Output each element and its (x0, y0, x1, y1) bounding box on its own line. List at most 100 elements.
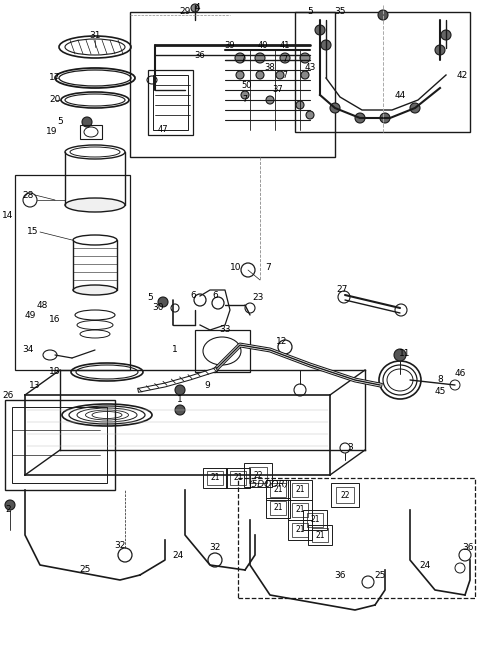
Ellipse shape (65, 198, 125, 212)
Text: 20: 20 (49, 96, 60, 104)
Text: 7: 7 (242, 96, 247, 104)
Bar (307, 513, 323, 527)
Text: 36: 36 (194, 51, 205, 60)
Bar (336, 487, 354, 503)
Text: 2: 2 (5, 506, 11, 514)
Text: 42: 42 (456, 70, 468, 79)
Text: 21: 21 (210, 474, 220, 483)
Bar (244, 463, 272, 487)
Text: 21: 21 (273, 485, 283, 495)
Circle shape (175, 385, 185, 395)
Bar (238, 478, 475, 598)
Bar (226, 468, 250, 488)
Bar (303, 510, 327, 530)
Bar (292, 483, 308, 497)
Text: 17: 17 (49, 73, 61, 83)
Circle shape (255, 53, 265, 63)
Text: 6: 6 (212, 291, 218, 300)
Bar (312, 528, 328, 542)
Text: 15: 15 (27, 228, 39, 237)
Bar (230, 471, 246, 485)
Text: 22: 22 (340, 491, 350, 499)
Circle shape (208, 553, 222, 567)
Text: 3: 3 (347, 443, 353, 453)
Circle shape (435, 45, 445, 55)
Text: 27: 27 (336, 285, 348, 295)
Bar (5, 400, 115, 490)
Text: 7: 7 (265, 264, 271, 272)
Bar (308, 525, 332, 545)
Bar (207, 471, 223, 485)
Text: 44: 44 (395, 91, 406, 100)
Circle shape (235, 53, 245, 63)
Text: 32: 32 (209, 544, 221, 552)
Circle shape (241, 91, 249, 99)
Bar (15, 175, 130, 370)
Text: 8: 8 (437, 375, 443, 384)
Bar (130, 12, 335, 157)
Bar (270, 501, 286, 515)
Circle shape (362, 576, 374, 588)
Text: 5: 5 (307, 7, 313, 16)
Circle shape (191, 4, 199, 12)
Text: 16: 16 (49, 316, 61, 325)
Circle shape (301, 71, 309, 79)
Text: 37: 37 (273, 85, 283, 94)
Text: 35: 35 (334, 7, 346, 16)
Text: 47: 47 (158, 125, 168, 134)
Text: 21: 21 (315, 531, 325, 539)
Text: 26: 26 (2, 390, 14, 400)
Circle shape (175, 405, 185, 415)
Circle shape (276, 71, 284, 79)
Bar (266, 498, 290, 518)
Text: 1: 1 (172, 346, 178, 354)
Text: 46: 46 (454, 369, 466, 377)
Text: 18: 18 (49, 367, 61, 377)
Circle shape (315, 25, 325, 35)
Text: 25: 25 (79, 565, 91, 575)
Text: 24: 24 (420, 560, 431, 569)
Text: 7: 7 (283, 56, 288, 64)
Text: 36: 36 (462, 544, 474, 552)
Text: 41: 41 (280, 41, 290, 49)
Bar (295, 12, 470, 132)
Text: 48: 48 (36, 300, 48, 310)
Text: 9: 9 (204, 380, 210, 390)
Circle shape (459, 549, 471, 561)
Circle shape (296, 101, 304, 109)
Circle shape (256, 71, 264, 79)
Ellipse shape (73, 285, 117, 295)
Bar (266, 480, 290, 500)
Circle shape (82, 117, 92, 127)
Text: 21: 21 (233, 474, 243, 483)
Bar (148, 70, 193, 135)
Text: 49: 49 (24, 310, 36, 319)
Text: 39: 39 (225, 41, 235, 49)
Circle shape (355, 113, 365, 123)
Circle shape (410, 103, 420, 113)
Text: 13: 13 (29, 380, 41, 390)
Bar (203, 468, 227, 488)
Circle shape (306, 111, 314, 119)
Text: 5: 5 (57, 117, 63, 127)
Circle shape (5, 500, 15, 510)
Bar (80, 125, 102, 139)
Text: 22: 22 (253, 470, 263, 480)
Circle shape (158, 297, 168, 307)
Text: 19: 19 (46, 127, 58, 136)
Bar (153, 75, 188, 130)
Text: 14: 14 (2, 211, 14, 220)
Text: 21: 21 (295, 506, 305, 514)
Text: 23: 23 (252, 293, 264, 302)
Text: 1: 1 (177, 396, 183, 405)
Text: 29: 29 (180, 7, 191, 16)
Text: 25: 25 (374, 571, 386, 579)
Text: 7: 7 (240, 56, 245, 64)
Circle shape (280, 53, 290, 63)
Circle shape (321, 40, 331, 50)
Text: 12: 12 (276, 337, 288, 346)
Text: 21: 21 (310, 516, 320, 525)
Circle shape (266, 96, 274, 104)
Circle shape (300, 53, 310, 63)
Text: 5: 5 (147, 293, 153, 302)
